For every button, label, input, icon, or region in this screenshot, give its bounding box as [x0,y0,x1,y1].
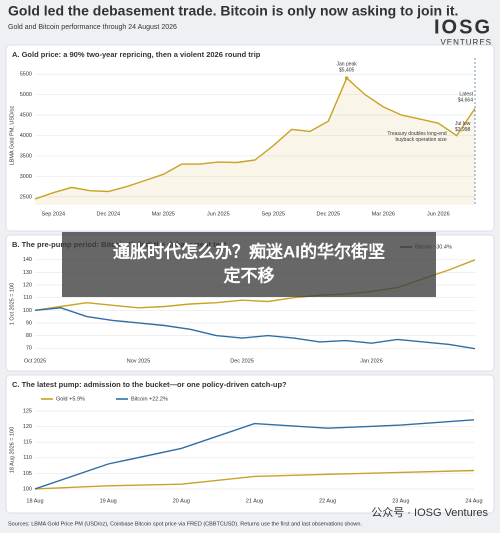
panel [5,44,495,232]
overlay-text: 定不移 [224,265,275,285]
y-tick-label: 120 [23,283,32,289]
y-tick-label: 110 [23,295,32,301]
y-tick-label: 120 [23,424,32,430]
series-line [34,419,475,490]
annotation: $5,405 [339,67,355,73]
x-tick-label: Nov 2025 [127,358,151,364]
x-tick-label: Oct 2025 [24,358,46,364]
page-subtitle: Gold and Bitcoin performance through 24 … [8,24,177,31]
annotation: $3,998 [455,127,471,133]
y-tick-label: 5000 [20,92,32,98]
y-axis-label: 1 Oct 2025 = 100 [9,283,15,325]
x-tick-label: 19 Aug [100,498,117,504]
y-tick-label: 70 [26,346,32,352]
y-tick-label: 3500 [20,153,32,159]
x-tick-label: 22 Aug [319,498,336,504]
annotation: Treasury doubles long-end [387,131,447,137]
x-tick-label: Sep 2024 [42,211,66,217]
y-tick-label: 2500 [20,194,32,200]
chart-title: A. Gold price: a 90% two-year repricing,… [12,50,261,59]
x-tick-label: Dec 2025 [317,211,341,217]
annotation: Jan peak [337,61,358,67]
y-axis-label: LBMA Gold PM, USD/oz [9,105,15,165]
y-tick-label: 90 [26,320,32,326]
x-tick-label: 20 Aug [173,498,190,504]
y-tick-label: 130 [23,270,32,276]
x-tick-label: 24 Aug [465,498,482,504]
source-note: Sources: LBMA Gold Price PM (USD/oz), Co… [8,521,362,527]
overlay-banner [62,232,436,297]
x-tick-label: Sep 2025 [262,211,286,217]
annotation: $4,664 [458,98,474,104]
series-line [34,76,476,200]
legend-label: Bitcoin +22.2% [131,396,168,402]
y-tick-label: 125 [23,409,32,415]
y-tick-label: 4000 [20,133,32,139]
y-tick-label: 80 [26,333,32,339]
y-axis-label: 18 Aug 2026 = 100 [9,427,15,473]
annotation: Jul low [455,121,471,127]
page-title: Gold led the debasement trade. Bitcoin i… [8,3,458,19]
x-tick-label: 23 Aug [392,498,409,504]
annotation: buyback operation size [396,137,447,143]
y-tick-label: 4500 [20,113,32,119]
x-tick-label: Mar 2025 [152,211,175,217]
y-tick-label: 110 [23,455,32,461]
x-tick-label: Jun 2026 [427,211,450,217]
y-tick-label: 115 [23,440,32,446]
x-tick-label: 18 Aug [26,498,43,504]
series-line [34,307,476,350]
panel [5,374,495,514]
x-tick-label: Dec 2025 [230,358,254,364]
y-tick-label: 3000 [20,174,32,180]
annotation: Latest [459,92,473,98]
x-tick-label: Mar 2026 [372,211,395,217]
x-tick-label: Jun 2025 [207,211,230,217]
peak-dot [344,76,349,80]
watermark: 公众号 · IOSG Ventures [371,506,488,519]
overlay-text: 通胀时代怎么办？痴迷AI的华尔街坚 [113,241,385,261]
y-tick-label: 5500 [20,72,32,78]
y-tick-label: 100 [23,486,32,492]
logo: IOSG [434,16,492,38]
x-tick-label: 21 Aug [246,498,263,504]
y-tick-label: 105 [23,471,32,477]
legend-label: Gold +5.9% [56,396,85,402]
y-tick-label: 100 [23,308,32,314]
y-tick-label: 140 [23,257,32,263]
x-tick-label: Jan 2026 [360,358,383,364]
x-tick-label: Dec 2024 [97,211,121,217]
logo-sub: VENTURES [440,38,492,47]
series-line [34,469,475,490]
area [35,78,475,205]
chart-title: C. The latest pump: admission to the buc… [12,380,287,389]
